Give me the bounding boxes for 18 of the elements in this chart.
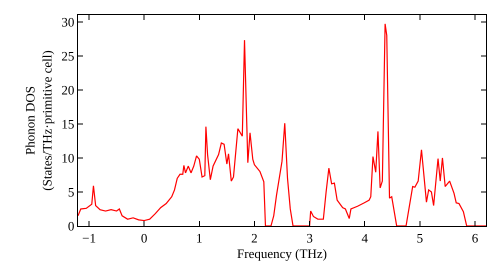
y-tick-label: 15 xyxy=(61,116,74,132)
y-tick-label: 20 xyxy=(61,82,74,98)
x-tick-label: 0 xyxy=(140,230,148,246)
x-tick-label: 3 xyxy=(306,230,313,246)
y-tick-label: 30 xyxy=(61,14,74,30)
x-tick-label: 1 xyxy=(196,230,203,246)
x-axis-title: Frequency (THz) xyxy=(237,246,327,262)
y-tick-label: 25 xyxy=(61,48,74,64)
x-tick-label: 4 xyxy=(361,230,368,246)
y-axis-title: Phonon DOS (States/THz·primitive cell) xyxy=(22,50,54,191)
y-tick-label: 5 xyxy=(68,184,74,200)
line-series xyxy=(78,23,486,226)
y-tick-label: 10 xyxy=(61,150,74,166)
y-tick-label: 0 xyxy=(68,218,74,234)
x-tick-label: 5 xyxy=(416,230,424,246)
x-tick-label: −1 xyxy=(82,230,96,246)
x-tick-label: 2 xyxy=(251,230,258,246)
x-tick-label: 6 xyxy=(472,230,479,246)
